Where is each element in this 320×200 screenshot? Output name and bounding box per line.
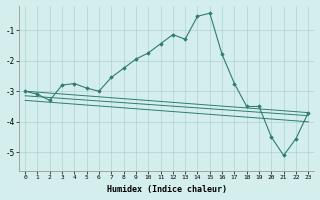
X-axis label: Humidex (Indice chaleur): Humidex (Indice chaleur): [107, 185, 227, 194]
